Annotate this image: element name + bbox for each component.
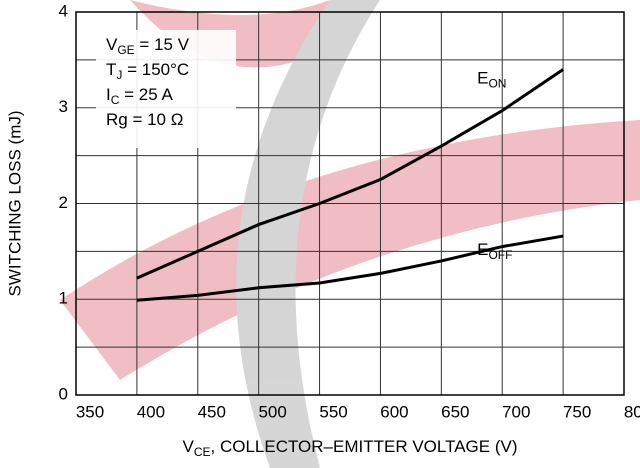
annotation: TJ = 150°C xyxy=(106,60,189,82)
annotation-rest: = 25 A xyxy=(119,85,173,104)
legend-label: EON xyxy=(477,69,506,91)
x-tick-label: 550 xyxy=(319,402,347,421)
x-tick-label: 700 xyxy=(502,402,530,421)
annotation-main: T xyxy=(106,60,116,79)
plot-frame xyxy=(75,11,625,396)
annotation-rest: = 150°C xyxy=(122,60,189,79)
legend-main: E xyxy=(477,241,488,260)
annotation-sub: J xyxy=(116,68,122,82)
annotation: VGE = 15 V xyxy=(106,35,190,57)
x-tick-label: 500 xyxy=(258,402,286,421)
y-tick-label: 1 xyxy=(59,289,68,308)
x-tick-label: 400 xyxy=(137,402,165,421)
y-tick-label: 0 xyxy=(59,384,68,403)
annotation-rest: = 15 V xyxy=(135,35,190,54)
x-axis-label-rest: , COLLECTOR–EMITTER VOLTAGE (V) xyxy=(211,437,518,456)
x-tick-label: 650 xyxy=(441,402,469,421)
x-tick-label: 600 xyxy=(380,402,408,421)
legend-sub: OFF xyxy=(488,248,512,262)
annotation: IC = 25 A xyxy=(106,85,173,107)
x-tick-label: 750 xyxy=(563,402,591,421)
annotation-sub: GE xyxy=(117,43,134,57)
legend-label: EOFF xyxy=(477,241,512,263)
y-tick-label: 4 xyxy=(59,1,68,20)
x-axis-label-sub: CE xyxy=(194,445,211,459)
annotation-sub: C xyxy=(111,93,120,107)
y-tick-label: 3 xyxy=(59,97,68,116)
annotation: Rg = 10 Ω xyxy=(106,110,183,129)
x-tick-label: 800 xyxy=(624,402,640,421)
annotation-main: V xyxy=(106,35,118,54)
annotation-main: Rg = 10 Ω xyxy=(106,110,183,129)
annotation-main: I xyxy=(106,85,111,104)
x-tick-label: 450 xyxy=(198,402,226,421)
series-line xyxy=(136,68,564,280)
x-axis-label-main: V xyxy=(182,437,194,456)
y-tick-label: 2 xyxy=(59,193,68,212)
x-axis-label: VCE, COLLECTOR–EMITTER VOLTAGE (V) xyxy=(182,437,517,459)
series-line xyxy=(136,234,564,302)
legend-main: E xyxy=(477,69,488,88)
annotation-box xyxy=(96,30,236,148)
x-tick-label: 350 xyxy=(76,402,104,421)
legend-sub: ON xyxy=(488,77,506,91)
y-axis-label: SWITCHING LOSS (mJ) xyxy=(5,110,24,296)
